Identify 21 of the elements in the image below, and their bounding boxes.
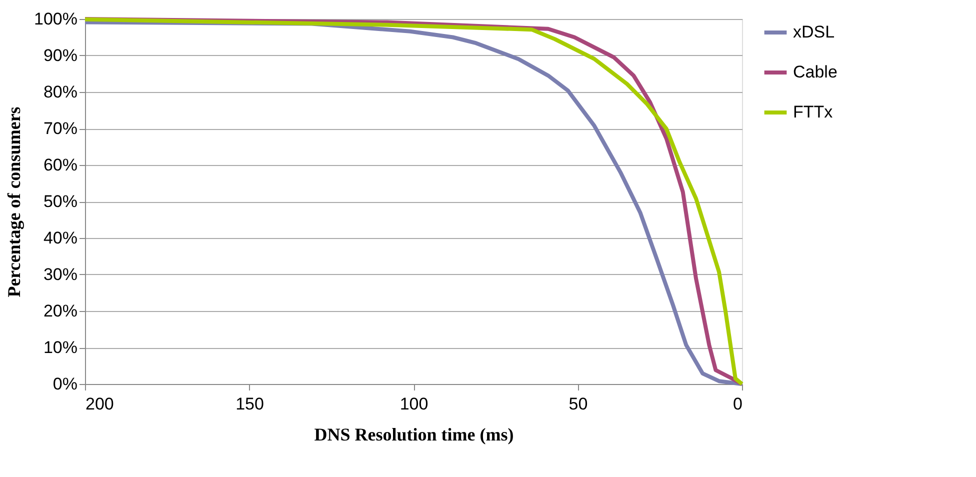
y-tick-label: 70% <box>43 119 78 138</box>
y-tick-label: 10% <box>43 338 78 357</box>
y-tick-label: 90% <box>43 46 78 65</box>
legend-label: FTTx <box>793 102 834 122</box>
y-tick-label: 20% <box>43 302 78 320</box>
x-tick-label: 200 <box>86 394 114 414</box>
x-tick-label: 50 <box>568 394 588 414</box>
y-tick-label: 60% <box>43 156 78 174</box>
x-tick-label: 0 <box>733 394 742 414</box>
y-tick-label: 0% <box>52 374 78 394</box>
y-tick-label: 80% <box>43 82 78 102</box>
y-tick-label: 40% <box>43 228 78 248</box>
y-tick-label: 50% <box>43 192 78 211</box>
y-tick-label: 30% <box>43 265 78 284</box>
legend-label: xDSL <box>793 22 835 42</box>
x-tick-label: 100 <box>400 394 428 414</box>
legend-label: Cable <box>793 62 838 82</box>
y-tick-label: 100% <box>34 10 78 28</box>
x-axis-title: DNS Resolution time (ms) <box>314 424 514 444</box>
x-tick-label: 150 <box>236 394 264 414</box>
y-axis-title: Percentage of consumers <box>4 106 24 298</box>
